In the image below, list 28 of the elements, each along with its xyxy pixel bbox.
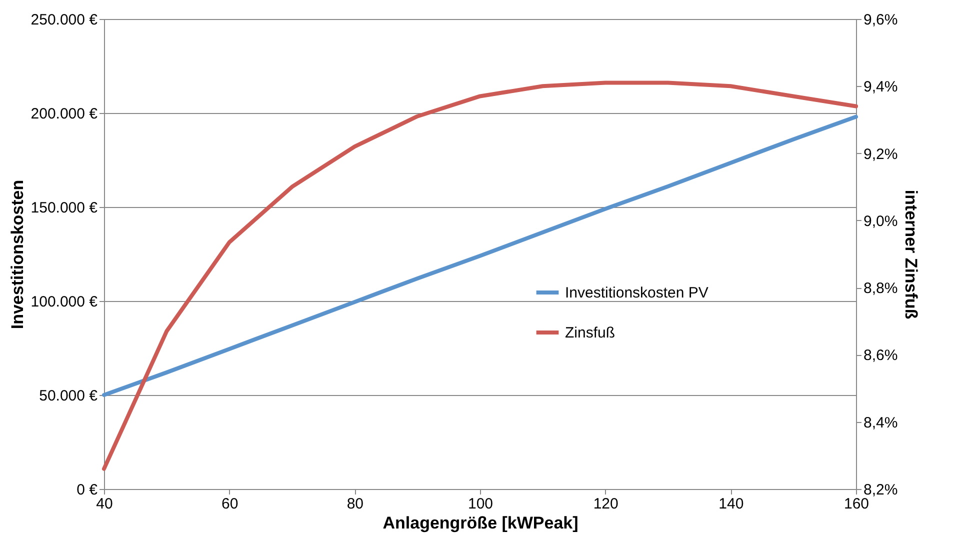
y2-tick-label: 9,4% [864, 78, 898, 96]
x-tick-label: 60 [221, 496, 238, 512]
x-tick-label: 40 [96, 496, 113, 512]
y2-axis-title: interner Zinsfuß [902, 190, 921, 320]
x-axis-title: Anlagengröße [kWPeak] [382, 514, 578, 532]
y-tick-label: 250.000 € [30, 12, 98, 28]
x-tick-label: 80 [346, 496, 364, 512]
y2-tick-label: 8,6% [864, 347, 898, 364]
y2-tick-label: 8,2% [864, 482, 898, 498]
legend-label: Investitionskosten PV [565, 284, 708, 302]
y2-tick-label: 9,2% [864, 146, 898, 163]
x-tick-label: 140 [718, 496, 744, 512]
y-tick-label: 0 € [76, 482, 98, 498]
x-tick-label: 160 [844, 496, 870, 512]
x-tick-label: 120 [593, 496, 618, 512]
line-series [102, 80, 858, 471]
line-series [102, 114, 858, 397]
y-tick-label: 100.000 € [30, 294, 98, 310]
y2-tick-label: 8,4% [864, 414, 898, 432]
y2-tick-label: 9,6% [864, 12, 898, 28]
y-tick-label: 200.000 € [30, 106, 98, 122]
y2-tick-label: 9,0% [864, 212, 898, 230]
y-axis-title: Investitionskosten [8, 180, 27, 330]
y-tick-label: 50.000 € [39, 388, 98, 404]
y2-tick-label: 8,8% [864, 280, 898, 298]
y-tick-label: 150.000 € [30, 200, 98, 216]
x-tick-label: 100 [468, 496, 494, 512]
legend-label: Zinsfuß [565, 324, 616, 342]
